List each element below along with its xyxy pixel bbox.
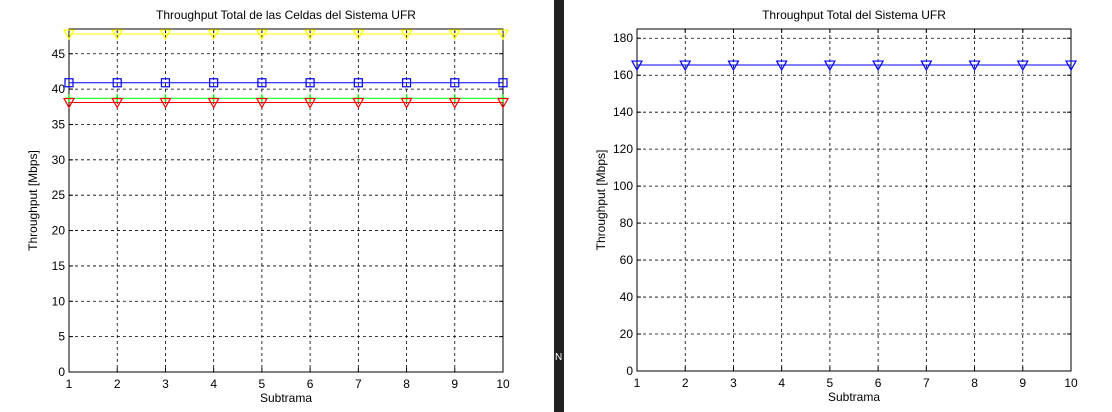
data-point-marker bbox=[498, 78, 508, 88]
data-point-marker bbox=[209, 78, 219, 88]
y-tick-label: 0 bbox=[626, 364, 633, 378]
data-point-marker bbox=[401, 78, 412, 88]
x-tick-label: 7 bbox=[355, 377, 362, 391]
data-point-marker bbox=[62, 97, 76, 109]
x-tick-label: 3 bbox=[162, 377, 169, 391]
y-tick-label: 0 bbox=[58, 365, 65, 379]
y-tick-label: 100 bbox=[613, 179, 633, 193]
y-tick-label: 80 bbox=[620, 216, 634, 230]
data-point-marker bbox=[352, 97, 365, 109]
x-tick-label: 7 bbox=[923, 376, 930, 390]
data-point-marker bbox=[255, 97, 268, 109]
x-tick-label: 6 bbox=[875, 376, 882, 390]
data-point-marker bbox=[352, 29, 365, 41]
data-point-marker bbox=[775, 60, 788, 72]
data-point-marker bbox=[112, 78, 122, 88]
x-tick-label: 9 bbox=[1019, 376, 1026, 390]
x-tick-label: 8 bbox=[403, 377, 410, 391]
y-tick-label: 45 bbox=[52, 47, 66, 61]
left-figure-panel: 1 2 3 4 5 6 7 8 9 10 0 5 10 15 20 25 30 35 40 45 Throughput … bbox=[26, 8, 510, 405]
x-tick-label: 3 bbox=[730, 376, 737, 390]
data-point-marker bbox=[400, 97, 413, 109]
data-point-marker bbox=[353, 78, 363, 88]
right-chart-ylabel: Throughput [Mbps] bbox=[594, 150, 608, 251]
x-tick-label: 10 bbox=[496, 377, 510, 391]
y-tick-label: 20 bbox=[52, 224, 66, 238]
data-point-marker bbox=[727, 60, 740, 72]
data-point-marker bbox=[304, 29, 317, 41]
left-chart-ylabel: Throughput [Mbps] bbox=[26, 150, 40, 251]
divider-glyph: N bbox=[555, 352, 563, 363]
y-tick-label: 15 bbox=[52, 259, 66, 273]
data-point-marker bbox=[496, 29, 510, 41]
data-point-marker bbox=[448, 29, 461, 41]
data-point-marker bbox=[111, 29, 124, 41]
x-tick-label: 4 bbox=[210, 377, 217, 391]
x-tick-label: 2 bbox=[682, 376, 689, 390]
y-tick-label: 160 bbox=[613, 68, 633, 82]
data-point-marker bbox=[257, 78, 267, 88]
data-point-marker bbox=[159, 29, 172, 41]
y-tick-label: 10 bbox=[52, 294, 66, 308]
data-point-marker bbox=[255, 29, 268, 41]
y-tick-label: 25 bbox=[52, 188, 66, 202]
axes-frame bbox=[68, 28, 504, 373]
y-tick-label: 40 bbox=[52, 82, 66, 96]
data-point-marker bbox=[823, 60, 836, 72]
y-tick-label: 60 bbox=[620, 253, 634, 267]
data-point-marker bbox=[1016, 60, 1029, 72]
x-tick-label: 5 bbox=[827, 376, 834, 390]
data-point-marker bbox=[872, 60, 885, 72]
throughput-cells-chart: 1 2 3 4 5 6 7 8 9 10051015202530354045Throughput … bbox=[26, 8, 510, 405]
data-point-marker bbox=[305, 78, 315, 88]
y-tick-label: 40 bbox=[620, 290, 634, 304]
x-tick-label: 8 bbox=[971, 376, 978, 390]
x-tick-label: 1 bbox=[66, 377, 73, 391]
right-chart-title: Throughput Total del Sistema UFR bbox=[762, 8, 946, 22]
right-chart-xlabel: Subtrama bbox=[828, 390, 880, 404]
data-point-marker bbox=[64, 78, 74, 88]
x-tick-label: 6 bbox=[307, 377, 314, 391]
y-tick-label: 20 bbox=[620, 327, 634, 341]
throughput-system-chart: 1 2 3 4 5 6 7 8 9 10020406080100120140160180Throu… bbox=[594, 8, 1078, 404]
data-point-marker bbox=[111, 97, 124, 109]
x-tick-label: 5 bbox=[259, 377, 266, 391]
data-point-marker bbox=[630, 60, 644, 72]
data-point-marker bbox=[968, 60, 981, 72]
data-point-marker bbox=[1064, 60, 1078, 72]
data-point-marker bbox=[159, 97, 172, 109]
x-tick-label: 2 bbox=[114, 377, 121, 391]
data-point-marker bbox=[679, 60, 692, 72]
y-tick-label: 5 bbox=[58, 330, 65, 344]
data-point-marker bbox=[160, 78, 171, 88]
x-tick-label: 9 bbox=[451, 377, 458, 391]
y-tick-label: 120 bbox=[613, 142, 633, 156]
plot-area bbox=[69, 29, 503, 372]
right-figure-panel: 1 2 3 4 5 6 7 8 9 10 0 20 40 60 80 100 120 140 160 180 Throu… bbox=[564, 0, 1112, 412]
data-point-marker bbox=[448, 97, 461, 109]
x-tick-label: 1 bbox=[634, 376, 641, 390]
y-tick-label: 35 bbox=[52, 117, 66, 131]
data-point-marker bbox=[400, 29, 413, 41]
window-divider bbox=[554, 0, 564, 412]
data-point-marker bbox=[450, 78, 460, 88]
data-point-marker bbox=[304, 97, 317, 109]
y-tick-label: 30 bbox=[52, 153, 66, 167]
left-chart-xlabel: Subtrama bbox=[260, 391, 312, 405]
x-tick-label: 4 bbox=[778, 376, 785, 390]
plot-area bbox=[637, 29, 1071, 371]
left-chart-title: Throughput Total de las Celdas del Siste… bbox=[156, 8, 416, 22]
y-tick-label: 140 bbox=[613, 105, 633, 119]
x-tick-label: 10 bbox=[1064, 376, 1078, 390]
y-tick-label: 180 bbox=[613, 31, 633, 45]
data-point-marker bbox=[207, 97, 220, 109]
data-point-marker bbox=[207, 29, 220, 41]
data-point-marker bbox=[496, 97, 510, 109]
axes-frame bbox=[636, 28, 1072, 372]
data-point-marker bbox=[62, 29, 76, 41]
data-point-marker bbox=[920, 60, 933, 72]
